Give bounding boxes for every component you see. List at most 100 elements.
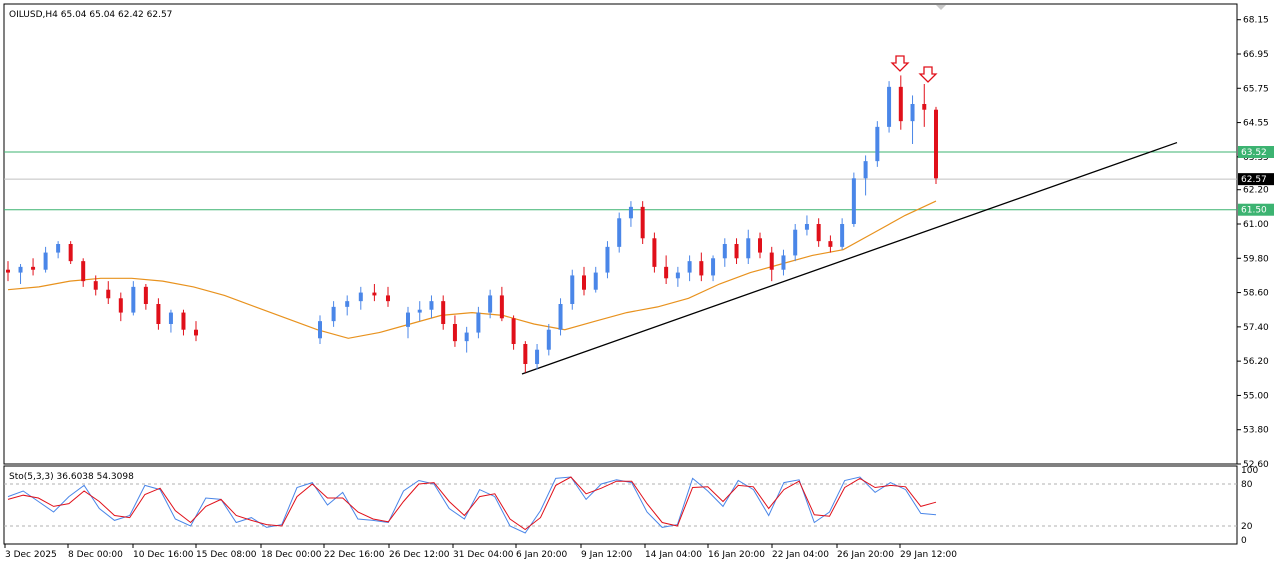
candle-up	[131, 286, 136, 313]
candle-down	[582, 275, 586, 290]
price-tick-label: 65.75	[1243, 84, 1269, 94]
candle-up	[464, 332, 469, 342]
candle-up	[863, 161, 868, 179]
candle-down	[181, 312, 186, 330]
candle-up	[358, 292, 363, 302]
time-tick-label: 18 Dec 00:00	[261, 550, 322, 560]
candle-down	[898, 86, 903, 122]
time-tick-label: 15 Dec 08:00	[196, 550, 257, 560]
candle-up	[558, 304, 563, 330]
candle-up	[804, 224, 809, 230]
candle-down	[372, 292, 377, 296]
stochastic-tick-label: 0	[1241, 536, 1247, 546]
candle-down	[734, 244, 739, 259]
level-badge-resistance	[1238, 146, 1274, 158]
candle-down	[758, 238, 762, 253]
candle-up	[605, 246, 610, 273]
candle-down	[511, 318, 516, 344]
candle-down	[118, 298, 123, 313]
stochastic-label: Sto(5,3,3) 36.6038 54.3098	[9, 472, 134, 482]
candle-down	[143, 286, 148, 304]
level-badge-support	[1238, 203, 1274, 216]
candle-up	[318, 321, 322, 339]
candle-down	[499, 295, 504, 319]
time-tick-label: 31 Dec 04:00	[453, 550, 514, 560]
level-label-support: 61.50	[1241, 206, 1267, 216]
time-tick-label: 8 Dec 00:00	[68, 550, 123, 560]
time-tick-label: 16 Jan 20:00	[708, 550, 765, 560]
price-tick-label: 59.80	[1243, 254, 1269, 264]
candle-down	[81, 261, 86, 282]
candle-up	[570, 275, 575, 304]
candle-up	[406, 312, 410, 327]
top-arrow-icon	[918, 66, 938, 83]
candle-up	[711, 258, 716, 276]
candle-down	[664, 266, 669, 279]
stochastic-panel-frame	[3, 465, 1238, 545]
trendline	[521, 141, 1178, 375]
candle-up	[345, 301, 350, 307]
price-tick-label: 64.55	[1243, 119, 1269, 129]
candle-up	[617, 218, 622, 247]
candle-up	[793, 229, 798, 256]
time-tick-label: 6 Jan 20:00	[516, 550, 568, 560]
time-tick-label: 10 Dec 16:00	[133, 550, 194, 560]
candle-up	[331, 306, 336, 322]
candle-up	[628, 206, 633, 219]
candle-down	[68, 244, 73, 262]
price-tick-label: 61.00	[1243, 220, 1269, 230]
time-tick-label: 26 Jan 20:00	[837, 550, 894, 560]
price-tick-label: 53.80	[1243, 426, 1269, 436]
candle-up	[746, 238, 751, 259]
candle-up	[546, 329, 551, 350]
candle-up	[476, 312, 481, 333]
price-tick-label: 68.15	[1243, 16, 1269, 26]
candle-down	[922, 104, 927, 110]
candle-down	[523, 344, 528, 364]
stochastic-tick-label: 20	[1241, 522, 1253, 532]
time-tick-label: 3 Dec 2025	[5, 550, 57, 560]
candle-down	[640, 206, 645, 239]
candle-down	[93, 281, 98, 290]
candle-down	[452, 324, 457, 342]
candle-down	[652, 238, 657, 267]
candle-up	[781, 255, 786, 270]
candle-down	[6, 269, 10, 273]
price-tick-label: 52.60	[1243, 460, 1269, 470]
candle-down	[769, 252, 774, 270]
moving-average-line	[7, 200, 937, 339]
candle-down	[934, 109, 938, 179]
candle-up	[875, 126, 880, 162]
candle-down	[194, 329, 198, 336]
candle-down	[31, 266, 36, 270]
candle-down	[106, 289, 111, 299]
candle-down	[156, 304, 161, 324]
stochastic-tick-label: 100	[1241, 466, 1258, 476]
candle-up	[535, 349, 540, 364]
level-label-current: 62.57	[1241, 175, 1267, 185]
stochastic-main-line	[7, 476, 937, 534]
stochastic-signal-line	[7, 476, 937, 531]
candle-up	[687, 261, 692, 273]
level-badge-current	[1238, 173, 1274, 186]
candle-down	[816, 224, 821, 242]
candle-up	[429, 301, 434, 310]
candle-down	[386, 295, 390, 302]
scroll-marker-icon	[936, 5, 946, 10]
candle-up	[18, 266, 23, 273]
top-arrow-icon	[890, 55, 910, 72]
price-tick-label: 56.20	[1243, 357, 1269, 367]
time-tick-label: 29 Jan 12:00	[900, 550, 957, 560]
candle-up	[840, 224, 845, 247]
price-tick-label: 58.60	[1243, 289, 1269, 299]
price-tick-label: 66.95	[1243, 50, 1269, 60]
candle-down	[441, 301, 446, 324]
candle-up	[722, 244, 727, 259]
candle-up	[910, 104, 915, 122]
candle-up	[593, 272, 598, 290]
time-tick-label: 22 Dec 16:00	[324, 550, 385, 560]
time-tick-label: 26 Dec 12:00	[389, 550, 450, 560]
candle-up	[417, 309, 422, 313]
